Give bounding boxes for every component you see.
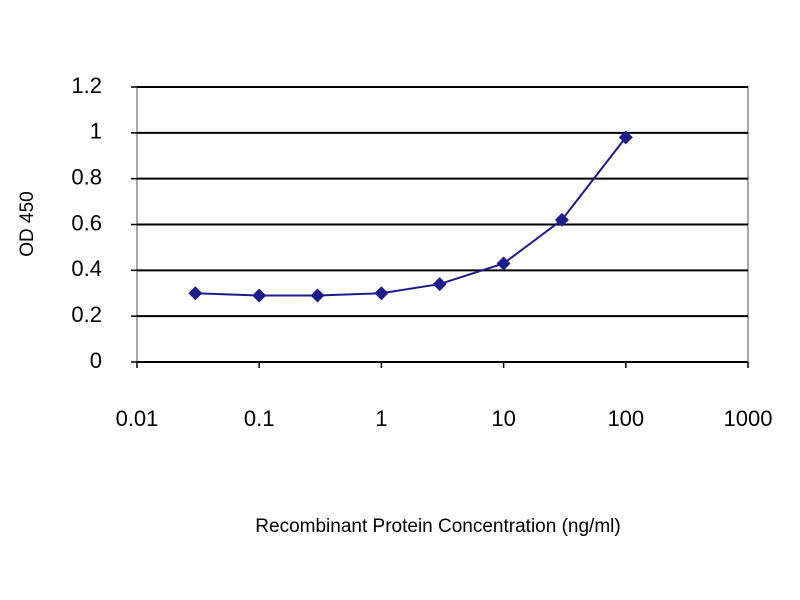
y-tick-label: 0.2 [71, 302, 102, 327]
x-tick-label: 1000 [724, 406, 773, 431]
data-point [252, 288, 267, 303]
y-tick-label: 0.4 [71, 256, 102, 281]
y-tick-label: 0 [90, 348, 102, 373]
x-tick-label: 100 [607, 406, 644, 431]
data-point [554, 212, 569, 227]
x-axis-label: Recombinant Protein Concentration (ng/ml… [255, 516, 620, 537]
y-tick-label: 0.8 [71, 164, 102, 189]
data-point [496, 256, 511, 271]
y-tick-label: 0.6 [71, 210, 102, 235]
x-tick-label: 10 [491, 406, 515, 431]
x-tick-label: 1 [375, 406, 387, 431]
data-point [432, 277, 447, 292]
data-line [195, 136, 627, 297]
data-point [188, 286, 203, 301]
x-tick-label: 0.1 [244, 406, 275, 431]
data-point [374, 286, 389, 301]
y-tick-label: 1.2 [71, 73, 102, 98]
data-point [310, 288, 325, 303]
x-tick-label: 0.01 [116, 406, 159, 431]
y-axis-label: OD 450 [17, 191, 38, 256]
y-tick-label: 1 [90, 119, 102, 144]
data-point [618, 130, 633, 145]
